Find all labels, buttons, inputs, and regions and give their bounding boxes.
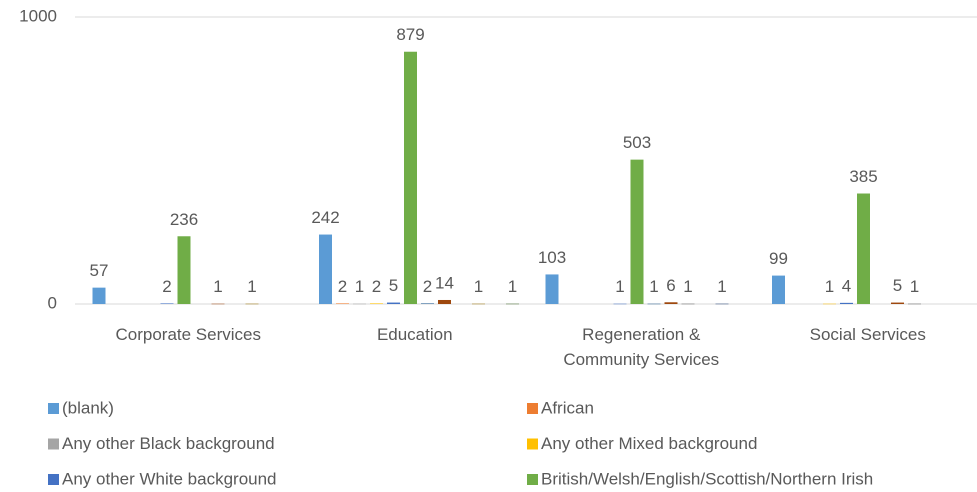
y-tick-label: 1000 xyxy=(19,6,57,25)
legend-label: Any other White background xyxy=(62,469,277,488)
legend-swatch xyxy=(48,474,59,485)
bar xyxy=(891,302,904,304)
data-label: 99 xyxy=(769,249,788,268)
data-label: 57 xyxy=(90,261,109,280)
x-tick-label: Education xyxy=(376,325,453,344)
data-label: 2 xyxy=(162,277,171,296)
bar xyxy=(664,302,678,304)
bar xyxy=(353,303,366,305)
bar xyxy=(160,303,174,304)
data-label: 6 xyxy=(666,276,675,295)
data-label: 2 xyxy=(423,277,432,296)
legend-label: Any other Black background xyxy=(62,434,275,453)
x-tick-label: Social Services xyxy=(809,325,926,344)
x-tick-label: Regeneration & Community Services xyxy=(563,325,720,369)
bar xyxy=(92,287,106,304)
legend-swatch xyxy=(48,403,59,414)
legend-swatch xyxy=(527,438,538,450)
data-label: 4 xyxy=(842,276,851,295)
bar xyxy=(840,302,853,304)
bar xyxy=(387,302,400,304)
bar xyxy=(857,193,870,304)
x-tick-label: Corporate Services xyxy=(115,325,261,344)
data-label: 236 xyxy=(170,210,198,229)
data-label: 2 xyxy=(338,277,347,296)
data-label: 1 xyxy=(825,277,834,296)
bar xyxy=(438,299,451,304)
data-label: 1 xyxy=(213,277,222,296)
data-label: 503 xyxy=(623,133,651,152)
data-label: 1 xyxy=(247,277,256,296)
bar xyxy=(506,303,519,305)
bar xyxy=(177,236,191,304)
data-label: 1 xyxy=(508,277,517,296)
bar xyxy=(681,303,695,305)
data-label: 879 xyxy=(396,25,424,44)
data-label: 14 xyxy=(435,273,454,292)
data-label: 1 xyxy=(615,277,624,296)
bar xyxy=(245,303,259,305)
data-label: 1 xyxy=(717,277,726,296)
legend-swatch xyxy=(527,474,538,485)
legend-label: (blank) xyxy=(62,398,114,417)
bar xyxy=(545,274,559,304)
bar xyxy=(370,303,383,304)
bar xyxy=(336,303,349,304)
data-label: 242 xyxy=(311,208,339,227)
legend-label: Any other Mixed background xyxy=(541,434,757,453)
data-label: 1 xyxy=(649,277,658,296)
y-tick-label: 0 xyxy=(48,293,57,312)
bar xyxy=(613,303,627,305)
data-label: 1 xyxy=(355,277,364,296)
legend-label: African xyxy=(541,398,594,417)
legend-swatch xyxy=(48,438,59,450)
bar xyxy=(823,303,836,305)
data-label: 2 xyxy=(372,277,381,296)
bar xyxy=(630,159,644,304)
bar xyxy=(908,303,921,305)
bar xyxy=(715,303,729,305)
legend-swatch xyxy=(527,403,538,414)
bar xyxy=(472,303,485,305)
data-label: 385 xyxy=(849,167,877,186)
data-label: 1 xyxy=(910,277,919,296)
bar xyxy=(772,275,785,304)
bar xyxy=(404,51,417,304)
bar xyxy=(211,303,225,305)
data-label: 1 xyxy=(683,277,692,296)
bar xyxy=(319,234,332,304)
bar xyxy=(647,303,661,305)
legend-label: British/Welsh/English/Scottish/Northern … xyxy=(541,469,873,488)
data-label: 103 xyxy=(538,248,566,267)
bar xyxy=(421,303,434,304)
data-label: 5 xyxy=(893,276,902,295)
data-label: 5 xyxy=(389,276,398,295)
data-label: 1 xyxy=(474,277,483,296)
